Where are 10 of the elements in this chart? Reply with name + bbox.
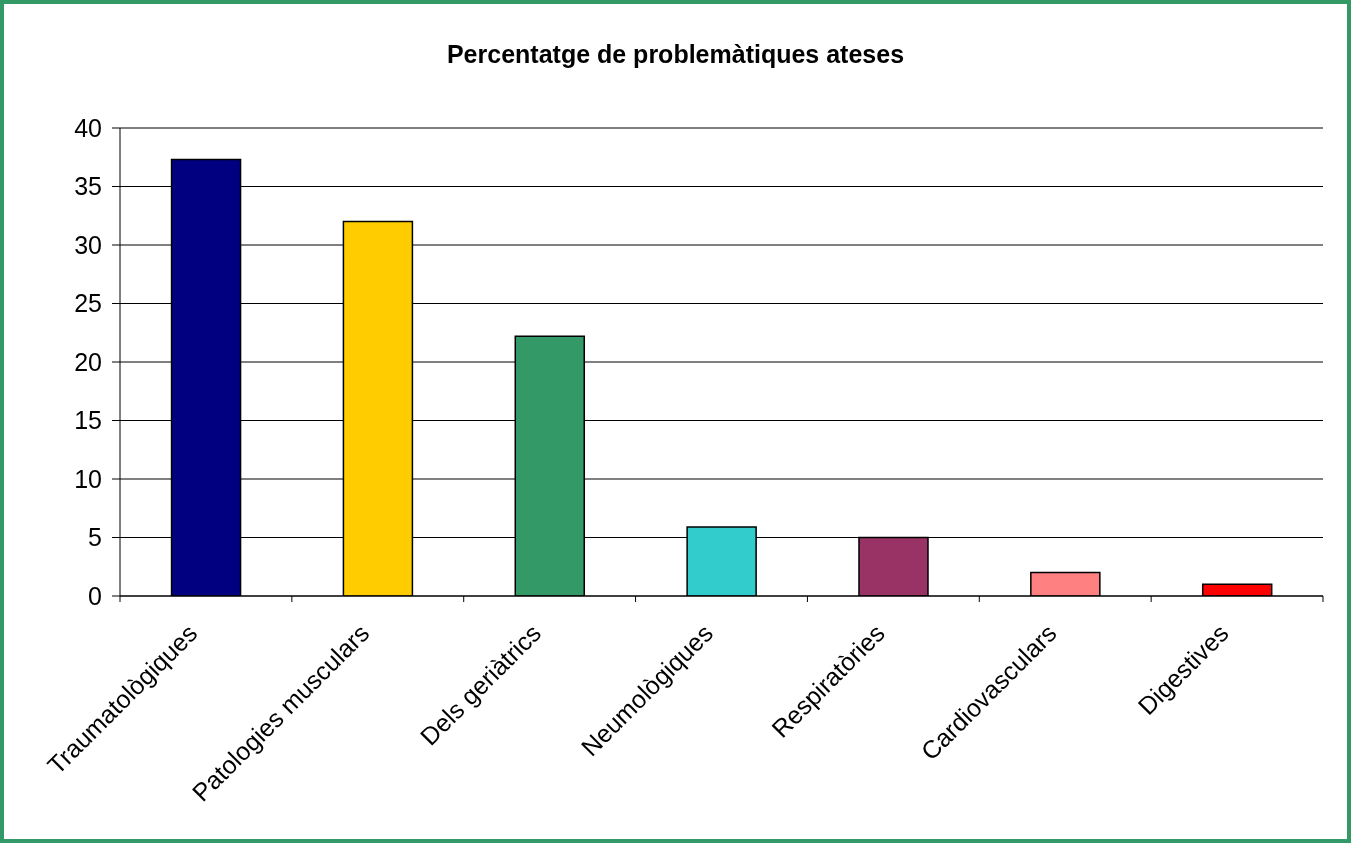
- chart-title: Percentatge de problemàtiques ateses: [445, 40, 906, 69]
- y-tick-label: 15: [74, 406, 102, 435]
- y-tick-label: 0: [88, 581, 102, 610]
- y-tick-label: 30: [74, 230, 102, 259]
- y-tick-label: 20: [74, 347, 102, 376]
- y-tick-label: 25: [74, 289, 102, 318]
- y-tick-label: 5: [88, 523, 102, 552]
- y-tick-label: 35: [74, 172, 102, 201]
- y-tick-label: 40: [74, 113, 102, 142]
- y-tick-label: 10: [74, 464, 102, 493]
